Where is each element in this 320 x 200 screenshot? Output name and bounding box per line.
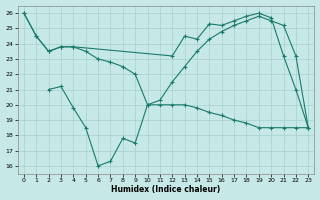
X-axis label: Humidex (Indice chaleur): Humidex (Indice chaleur) [111,185,221,194]
